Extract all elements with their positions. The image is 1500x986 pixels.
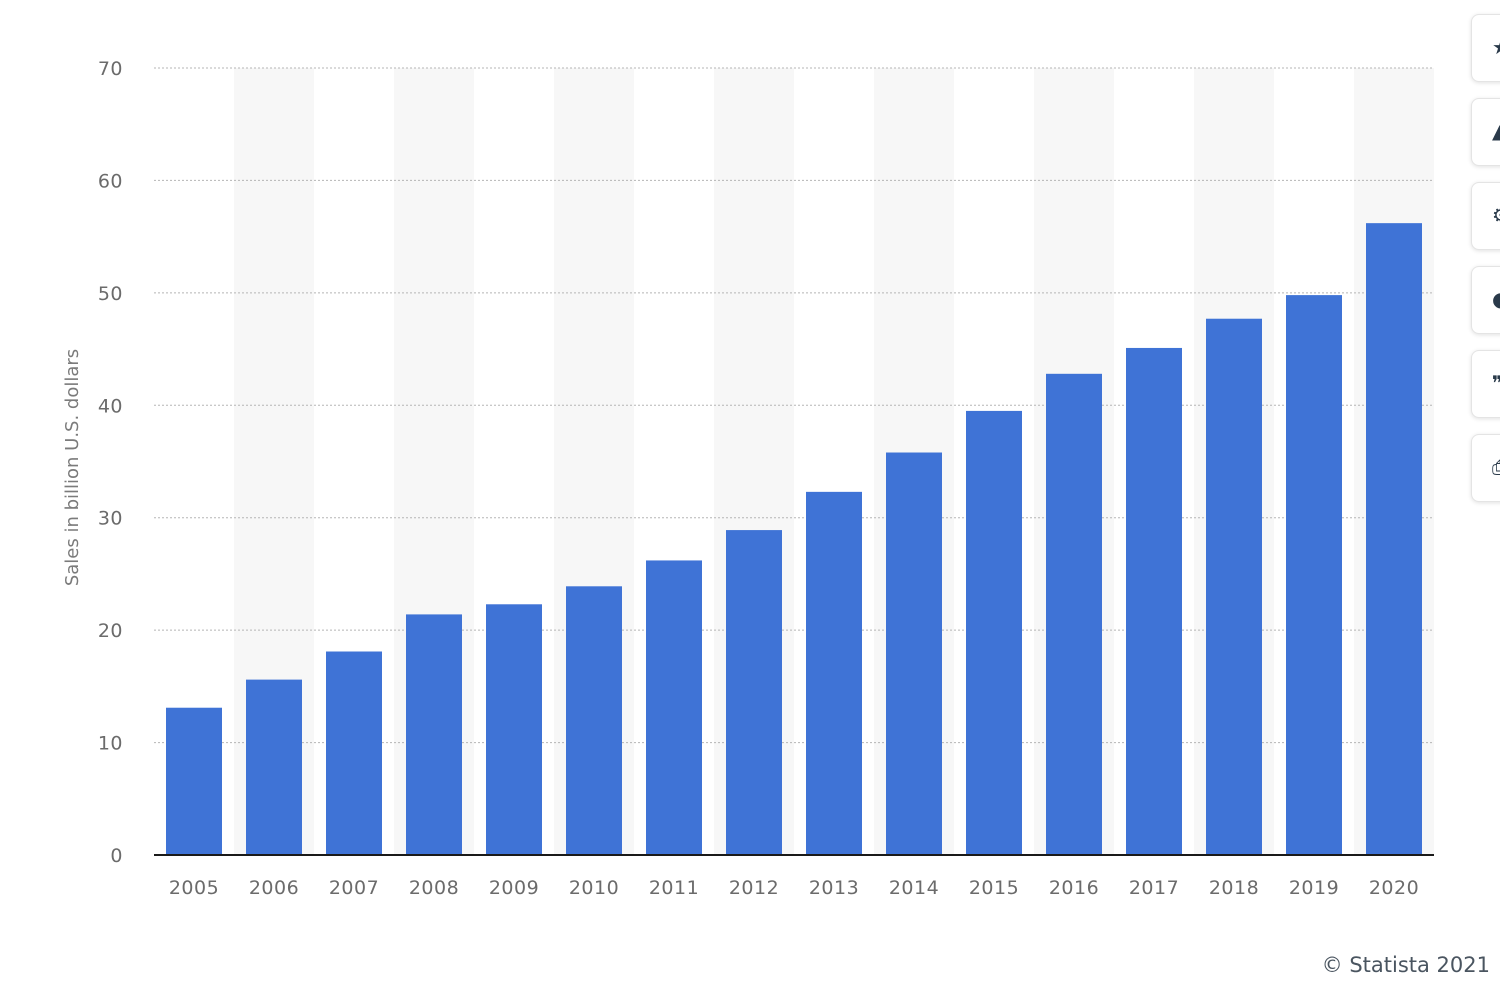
y-tick-label: 50 — [98, 283, 123, 305]
bell-button[interactable]: ▲ — [1471, 98, 1500, 166]
bar-2012[interactable] — [726, 530, 782, 855]
quote-icon: ❞ — [1492, 371, 1500, 395]
y-axis-label: Sales in billion U.S. dollars — [62, 349, 83, 586]
chart-container: 0 10 20 30 40 50 60 70 2005 2006 2007 2008 2009 2010… — [62, 58, 1434, 899]
bar-2018[interactable] — [1206, 318, 1262, 856]
x-tick-label: 2019 — [1289, 877, 1339, 899]
x-tick-label: 2015 — [969, 877, 1019, 899]
bar-2006[interactable] — [246, 679, 302, 855]
settings-icon: ⚙ — [1492, 205, 1500, 225]
bar-2015[interactable] — [966, 410, 1022, 855]
x-tick-label: 2010 — [569, 877, 619, 899]
y-tick-label: 60 — [98, 170, 123, 192]
y-axis-ticks: 0 10 20 30 40 50 60 70 — [98, 58, 123, 867]
bar-2014[interactable] — [886, 452, 942, 855]
x-tick-label: 2020 — [1369, 877, 1419, 899]
y-tick-label: 0 — [110, 845, 123, 867]
x-tick-label: 2014 — [889, 877, 939, 899]
share-button[interactable]: ● — [1471, 266, 1500, 334]
y-tick-label: 20 — [98, 620, 123, 642]
star-button[interactable]: ★ — [1471, 14, 1500, 82]
bar-2013[interactable] — [806, 491, 862, 855]
x-tick-label: 2009 — [489, 877, 539, 899]
x-tick-label: 2018 — [1209, 877, 1259, 899]
x-tick-label: 2017 — [1129, 877, 1179, 899]
bar-2019[interactable] — [1286, 295, 1342, 855]
star-icon: ★ — [1492, 37, 1500, 57]
bar-2007[interactable] — [326, 651, 382, 855]
x-tick-label: 2005 — [169, 877, 219, 899]
x-tick-label: 2007 — [329, 877, 379, 899]
quote-button[interactable]: ❞ — [1471, 350, 1500, 418]
x-tick-label: 2008 — [409, 877, 459, 899]
bar-2011[interactable] — [646, 560, 702, 855]
bars — [166, 223, 1422, 856]
bell-icon: ▲ — [1492, 119, 1500, 143]
x-tick-label: 2016 — [1049, 877, 1099, 899]
x-tick-label: 2012 — [729, 877, 779, 899]
y-tick-label: 70 — [98, 58, 123, 80]
bar-2005[interactable] — [166, 707, 222, 855]
print-icon: ⎙ — [1492, 457, 1500, 477]
bar-2016[interactable] — [1046, 373, 1102, 855]
bar-2008[interactable] — [406, 614, 462, 855]
x-axis-ticks: 2005 2006 2007 2008 2009 2010 2011 2012 2013 2014… — [169, 877, 1419, 899]
bar-2017[interactable] — [1126, 347, 1182, 855]
bar-2020[interactable] — [1366, 223, 1422, 855]
x-tick-label: 2013 — [809, 877, 859, 899]
x-tick-label: 2006 — [249, 877, 299, 899]
bar-chart: 0 10 20 30 40 50 60 70 2005 2006 2007 2008 2009 2010… — [62, 58, 1434, 899]
x-tick-label: 2011 — [649, 877, 699, 899]
settings-button[interactable]: ⚙ — [1471, 182, 1500, 250]
y-tick-label: 10 — [98, 733, 123, 755]
statista-credit[interactable]: © Statista 2021 — [1321, 953, 1490, 977]
bar-2010[interactable] — [566, 586, 622, 855]
y-tick-label: 40 — [98, 395, 123, 417]
print-button[interactable]: ⎙ — [1471, 434, 1500, 502]
share-icon: ● — [1492, 289, 1500, 309]
y-tick-label: 30 — [98, 508, 123, 530]
bar-2009[interactable] — [486, 604, 542, 855]
